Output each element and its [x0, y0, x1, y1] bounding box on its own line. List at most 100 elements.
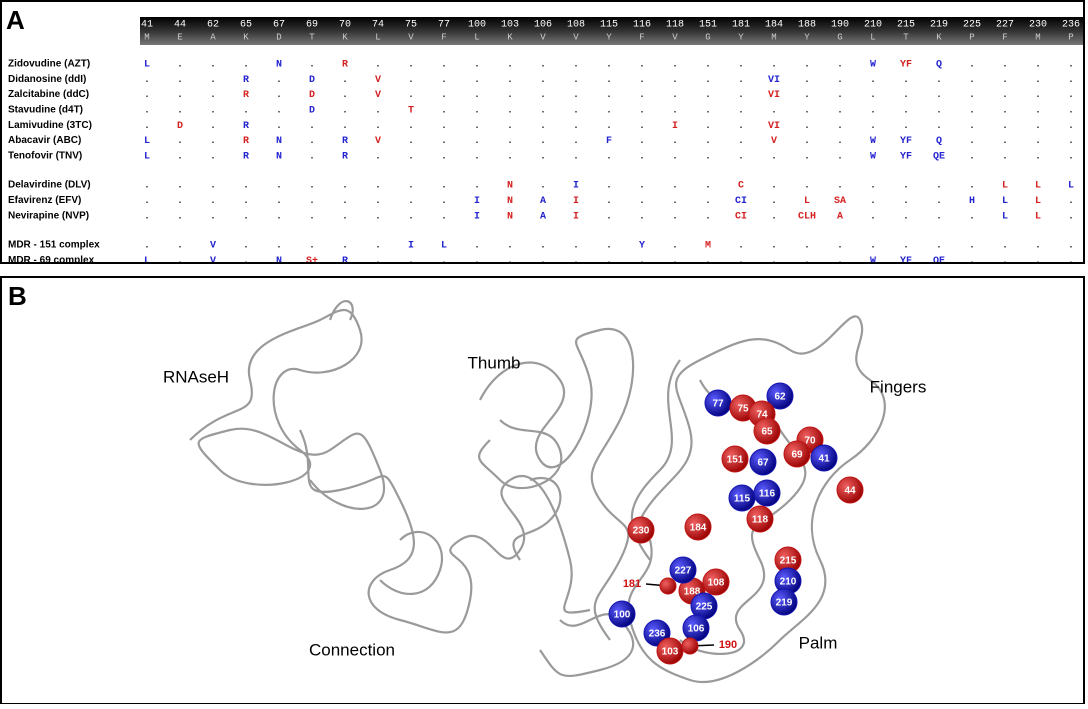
cell-dot: .: [804, 181, 810, 192]
cell-dot: .: [375, 211, 381, 222]
mutation: T: [408, 106, 414, 117]
column-position: 77: [438, 20, 450, 31]
cell-dot: .: [507, 151, 513, 162]
cell-dot: .: [705, 196, 711, 207]
mutation: CLH: [798, 211, 816, 222]
column-position: 74: [372, 20, 384, 31]
cell-dot: .: [606, 151, 612, 162]
cell-dot: .: [639, 151, 645, 162]
mutation: L: [1002, 196, 1008, 207]
cell-dot: .: [408, 75, 414, 86]
mutation: L: [1035, 181, 1041, 192]
mutation: R: [243, 75, 249, 86]
cell-dot: .: [1002, 151, 1008, 162]
residue-label: 41: [818, 454, 830, 465]
column-residue: F: [1002, 32, 1007, 42]
cell-dot: .: [573, 106, 579, 117]
cell-dot: .: [1035, 90, 1041, 101]
cell-dot: .: [606, 60, 612, 71]
mutation: QE: [933, 151, 945, 162]
cell-dot: .: [144, 90, 150, 101]
mutation: CI: [735, 211, 747, 222]
cell-dot: .: [804, 151, 810, 162]
mutation: CI: [735, 196, 747, 207]
cell-dot: .: [738, 90, 744, 101]
mutation: I: [672, 121, 678, 132]
cell-dot: .: [342, 90, 348, 101]
cell-dot: .: [474, 151, 480, 162]
residue-sphere: 65: [754, 418, 780, 444]
residue-label: 227: [675, 566, 692, 577]
cell-dot: .: [705, 75, 711, 86]
cell-dot: .: [1068, 211, 1074, 222]
cell-dot: .: [672, 196, 678, 207]
cell-dot: .: [639, 106, 645, 117]
column-position: 75: [405, 20, 417, 31]
cell-dot: .: [705, 90, 711, 101]
drug-name: Lamivudine (3TC): [8, 120, 92, 131]
cell-dot: .: [507, 75, 513, 86]
cell-dot: .: [276, 241, 282, 252]
mutation: L: [441, 241, 447, 252]
residue-label: 69: [791, 450, 803, 461]
mutation: I: [474, 196, 480, 207]
column-position: 106: [534, 20, 552, 31]
column-position: 210: [864, 20, 882, 31]
cell-dot: .: [276, 181, 282, 192]
cell-dot: .: [540, 106, 546, 117]
cell-dot: .: [375, 106, 381, 117]
mutation: S+: [306, 256, 318, 267]
mutation: YF: [900, 136, 912, 147]
cell-dot: .: [705, 60, 711, 71]
cell-dot: .: [837, 106, 843, 117]
cell-dot: .: [639, 136, 645, 147]
cell-dot: .: [408, 256, 414, 267]
cell-dot: .: [210, 211, 216, 222]
drug-name: Efavirenz (EFV): [8, 195, 81, 206]
cell-dot: .: [672, 241, 678, 252]
cell-dot: .: [1035, 75, 1041, 86]
cell-dot: .: [309, 181, 315, 192]
mutation: YF: [900, 60, 912, 71]
column-position: 62: [207, 20, 219, 31]
mutation: YF: [900, 151, 912, 162]
residue-label: 77: [712, 399, 724, 410]
column-residue: T: [903, 32, 909, 42]
cell-dot: .: [969, 60, 975, 71]
cell-dot: .: [870, 241, 876, 252]
cell-dot: .: [1068, 90, 1074, 101]
cell-dot: .: [474, 75, 480, 86]
cell-dot: .: [606, 256, 612, 267]
cell-dot: .: [507, 136, 513, 147]
cell-dot: .: [1068, 75, 1074, 86]
cell-dot: .: [177, 75, 183, 86]
cell-dot: .: [804, 106, 810, 117]
cell-dot: .: [540, 151, 546, 162]
column-residue: G: [705, 32, 710, 42]
cell-dot: .: [474, 106, 480, 117]
residue-sphere: 100: [609, 601, 635, 627]
column-residue: D: [276, 32, 281, 42]
cell-dot: .: [870, 196, 876, 207]
mutation: V: [375, 75, 381, 86]
cell-dot: .: [738, 136, 744, 147]
column-position: 225: [963, 20, 981, 31]
cell-dot: .: [408, 136, 414, 147]
cell-dot: .: [936, 181, 942, 192]
cell-dot: .: [276, 106, 282, 117]
cell-dot: .: [804, 121, 810, 132]
cell-dot: .: [573, 75, 579, 86]
column-position: 67: [273, 20, 285, 31]
cell-dot: .: [705, 151, 711, 162]
residue-label: 181: [623, 578, 641, 590]
cell-dot: .: [540, 256, 546, 267]
cell-dot: .: [639, 211, 645, 222]
cell-dot: .: [705, 121, 711, 132]
cell-dot: .: [210, 151, 216, 162]
mutation: N: [276, 136, 282, 147]
cell-dot: .: [243, 181, 249, 192]
drug-name: Stavudine (d4T): [8, 105, 83, 116]
cell-dot: .: [639, 256, 645, 267]
cell-dot: .: [1002, 60, 1008, 71]
